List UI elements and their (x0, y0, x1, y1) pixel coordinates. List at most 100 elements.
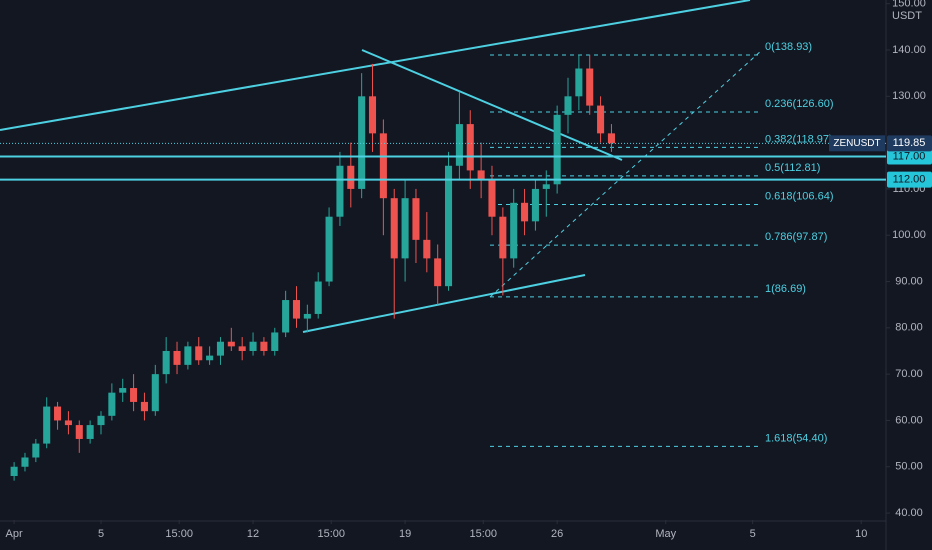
candle-body (477, 170, 485, 180)
candle-body (347, 165, 355, 189)
candle-body (75, 425, 83, 439)
candle-body (423, 239, 431, 259)
fib-label: 0.236(126.60) (765, 98, 834, 110)
level-price-label: 112.00 (893, 174, 926, 186)
fib-label: 0.382(118.97) (765, 133, 833, 145)
x-tick-label: May (655, 528, 676, 540)
candle-body (499, 216, 507, 259)
fib-label: 1(86.69) (765, 283, 806, 295)
level-price-box (887, 148, 932, 165)
x-tick-label: 12 (247, 528, 259, 540)
x-tick-label: 15:00 (317, 528, 345, 540)
y-tick-label: 50.00 (895, 461, 923, 473)
fib-label: 0.5(112.81) (765, 162, 820, 174)
candle-body (140, 401, 148, 412)
trendlines (0, 0, 751, 333)
candle-body (412, 198, 420, 240)
candle-body (216, 341, 224, 356)
y-tick-label: 100.00 (892, 229, 926, 241)
candle-body (531, 188, 539, 222)
candle-body (553, 114, 561, 185)
y-tick-label: 40.00 (895, 507, 923, 519)
candle-body (586, 68, 594, 106)
fib-trendline (489, 49, 763, 298)
candle-body (184, 346, 192, 365)
candle-body (119, 388, 127, 393)
candle-body (97, 415, 105, 426)
last-price-label: 119.85 (893, 137, 926, 149)
candle-body (173, 350, 181, 365)
x-tick-label: 19 (399, 528, 411, 540)
y-tick-label: 140.00 (892, 44, 926, 56)
candle-body (564, 96, 572, 115)
x-tick-label: 5 (750, 528, 756, 540)
candle-body (64, 420, 72, 426)
candle-body (575, 68, 583, 97)
fib-label: 0.618(106.64) (765, 190, 834, 202)
candle-body (607, 133, 615, 144)
candle-body (195, 346, 203, 361)
candle-body (151, 374, 159, 412)
level-price-box (887, 171, 932, 188)
candle-body (542, 184, 550, 189)
candle-body (510, 202, 518, 259)
fib-label: 1.618(54.40) (765, 432, 827, 444)
fib-label: 0(138.93) (765, 41, 812, 53)
candle-body (271, 332, 279, 351)
candle-body (21, 457, 29, 467)
y-tick-label: 80.00 (895, 322, 923, 334)
candle-body (336, 165, 344, 217)
candle-body (32, 443, 40, 458)
candle-body (303, 313, 311, 319)
currency-label: USDT (892, 10, 922, 22)
x-tick-label: 15:00 (165, 528, 193, 540)
candle-body (206, 355, 214, 361)
x-tick-label: 5 (98, 528, 104, 540)
y-tick-label: 60.00 (895, 414, 923, 426)
candle-body (390, 198, 398, 259)
fib-label: 0.786(97.87) (765, 231, 827, 243)
y-tick-label: 130.00 (892, 90, 926, 102)
candle-body (282, 300, 290, 333)
candle-body (488, 179, 496, 217)
level-price-label: 117.00 (893, 150, 926, 162)
candle-body (466, 124, 474, 171)
candle-body (597, 105, 605, 134)
x-tick-label: 10 (855, 528, 867, 540)
y-tick-label: 70.00 (895, 368, 923, 380)
candle-body (358, 96, 366, 189)
candle-body (260, 341, 268, 351)
x-tick-label: 26 (551, 528, 563, 540)
candle-body (10, 466, 18, 477)
symbol-label: ZENUSDT (833, 138, 880, 149)
candle-body (162, 350, 170, 375)
candle-body (401, 198, 409, 259)
candle-body (325, 216, 333, 282)
candle-body (130, 388, 138, 402)
candle-body (227, 341, 235, 347)
support-trendline (302, 274, 586, 333)
x-tick-label: 15:00 (470, 528, 498, 540)
upper-trendline (0, 0, 751, 131)
candle-body (434, 258, 442, 287)
candle-body (455, 124, 463, 166)
last-price-box (887, 135, 932, 152)
candle-body (314, 281, 322, 314)
descending-trendline (361, 49, 623, 161)
candle-body (249, 341, 257, 351)
y-tick-label: 150.00 (892, 0, 926, 10)
x-tick-label: Apr (6, 528, 23, 540)
y-tick-label: 90.00 (895, 275, 923, 287)
candle-body (521, 202, 529, 222)
candle-body (379, 133, 387, 199)
candle-body (238, 346, 246, 351)
candle-body (292, 300, 301, 319)
candle-body (368, 96, 377, 134)
candle-body (108, 392, 116, 416)
symbol-box (829, 135, 885, 152)
candle-body (54, 406, 62, 421)
candle-body (86, 425, 94, 439)
candle-body (43, 406, 51, 444)
